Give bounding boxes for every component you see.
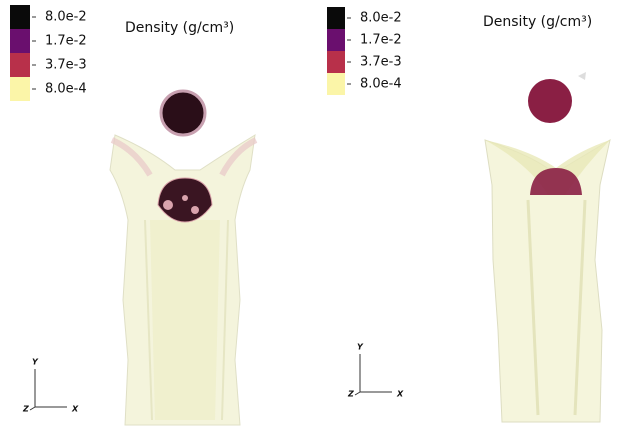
legend-label: 1.7e-2	[45, 34, 87, 49]
axis-label: Z	[347, 390, 354, 399]
legend-swatch	[10, 29, 30, 53]
legend-swatch	[10, 53, 30, 77]
axis-triad	[355, 354, 392, 395]
legend-swatch	[327, 73, 345, 95]
axis-label: Z	[22, 405, 29, 414]
panel-title: Density (g/cm³)	[483, 14, 592, 30]
axis-label: Y	[32, 358, 39, 367]
panel-title: Density (g/cm³)	[125, 20, 234, 36]
axis-label: X	[396, 390, 404, 399]
legend-swatch	[10, 77, 30, 101]
legend-swatch	[10, 5, 30, 29]
legend-swatch	[327, 51, 345, 73]
legend-label: 3.7e-3	[45, 58, 87, 73]
right-render	[485, 72, 610, 422]
figure: 8.0e-2 1.7e-2 3.7e-3 8.0e-4 Density (g/cm³) Y…	[0, 0, 621, 430]
legend-label: 8.0e-2	[45, 10, 87, 25]
legend-label: 8.0e-4	[45, 82, 87, 97]
legend-label: 3.7e-3	[360, 55, 402, 70]
legend-label: 1.7e-2	[360, 33, 402, 48]
legend-swatch	[327, 29, 345, 51]
legend-label: 8.0e-2	[360, 11, 402, 26]
legend-label: 8.0e-4	[360, 77, 402, 92]
legend-swatch	[327, 7, 345, 29]
axis-triad	[30, 369, 67, 410]
axis-label: X	[71, 405, 79, 414]
axis-label: Y	[357, 343, 364, 352]
left-render	[110, 91, 256, 425]
